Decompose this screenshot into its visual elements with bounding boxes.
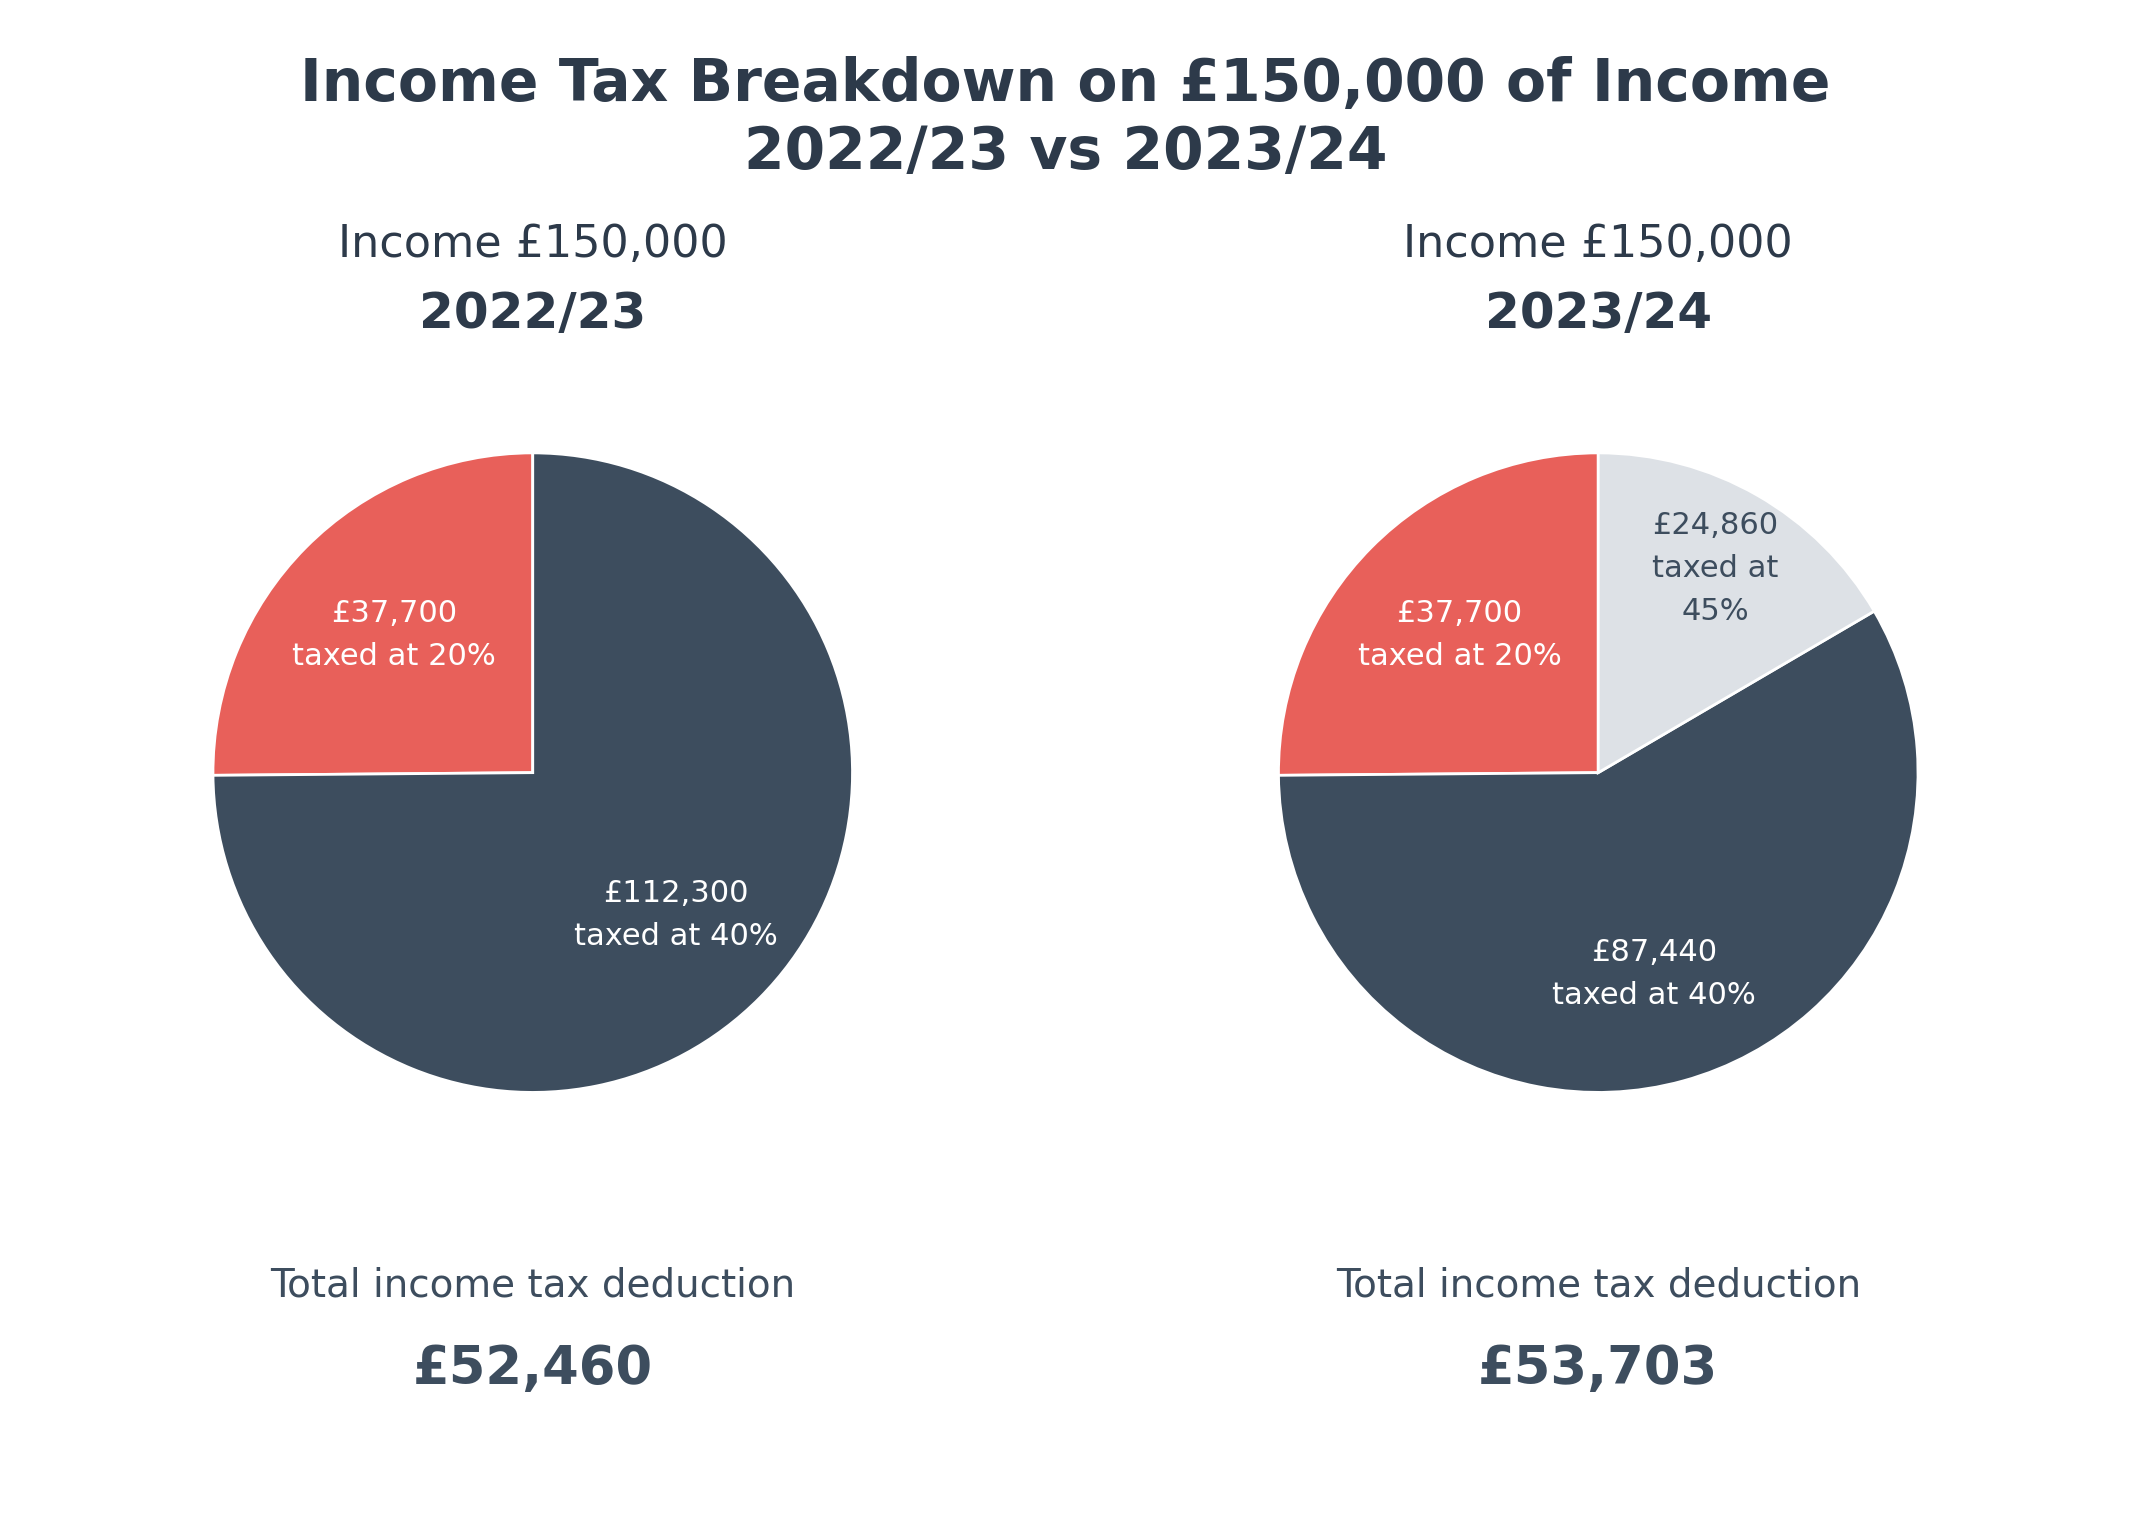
Text: Income £150,000: Income £150,000 bbox=[339, 223, 727, 266]
Wedge shape bbox=[213, 453, 533, 776]
Wedge shape bbox=[213, 453, 852, 1092]
Text: Total income tax deduction: Total income tax deduction bbox=[1336, 1267, 1860, 1304]
Text: 2022/23 vs 2023/24: 2022/23 vs 2023/24 bbox=[744, 124, 1387, 182]
Text: Income Tax Breakdown on £150,000 of Income: Income Tax Breakdown on £150,000 of Inco… bbox=[300, 55, 1831, 113]
Text: £112,300
taxed at 40%: £112,300 taxed at 40% bbox=[573, 878, 778, 950]
Text: £87,440
taxed at 40%: £87,440 taxed at 40% bbox=[1551, 938, 1756, 1010]
Text: Total income tax deduction: Total income tax deduction bbox=[271, 1267, 795, 1304]
Text: 2022/23: 2022/23 bbox=[420, 289, 646, 338]
Text: £37,700
taxed at 20%: £37,700 taxed at 20% bbox=[292, 600, 497, 672]
Text: £53,703: £53,703 bbox=[1479, 1343, 1718, 1395]
Text: 2023/24: 2023/24 bbox=[1485, 289, 1711, 338]
Text: £37,700
taxed at 20%: £37,700 taxed at 20% bbox=[1357, 600, 1562, 672]
Wedge shape bbox=[1279, 610, 1918, 1092]
Text: Income £150,000: Income £150,000 bbox=[1404, 223, 1792, 266]
Text: £24,860
taxed at
45%: £24,860 taxed at 45% bbox=[1652, 511, 1779, 626]
Text: £52,460: £52,460 bbox=[413, 1343, 652, 1395]
Wedge shape bbox=[1279, 453, 1598, 776]
Wedge shape bbox=[1598, 453, 1875, 773]
